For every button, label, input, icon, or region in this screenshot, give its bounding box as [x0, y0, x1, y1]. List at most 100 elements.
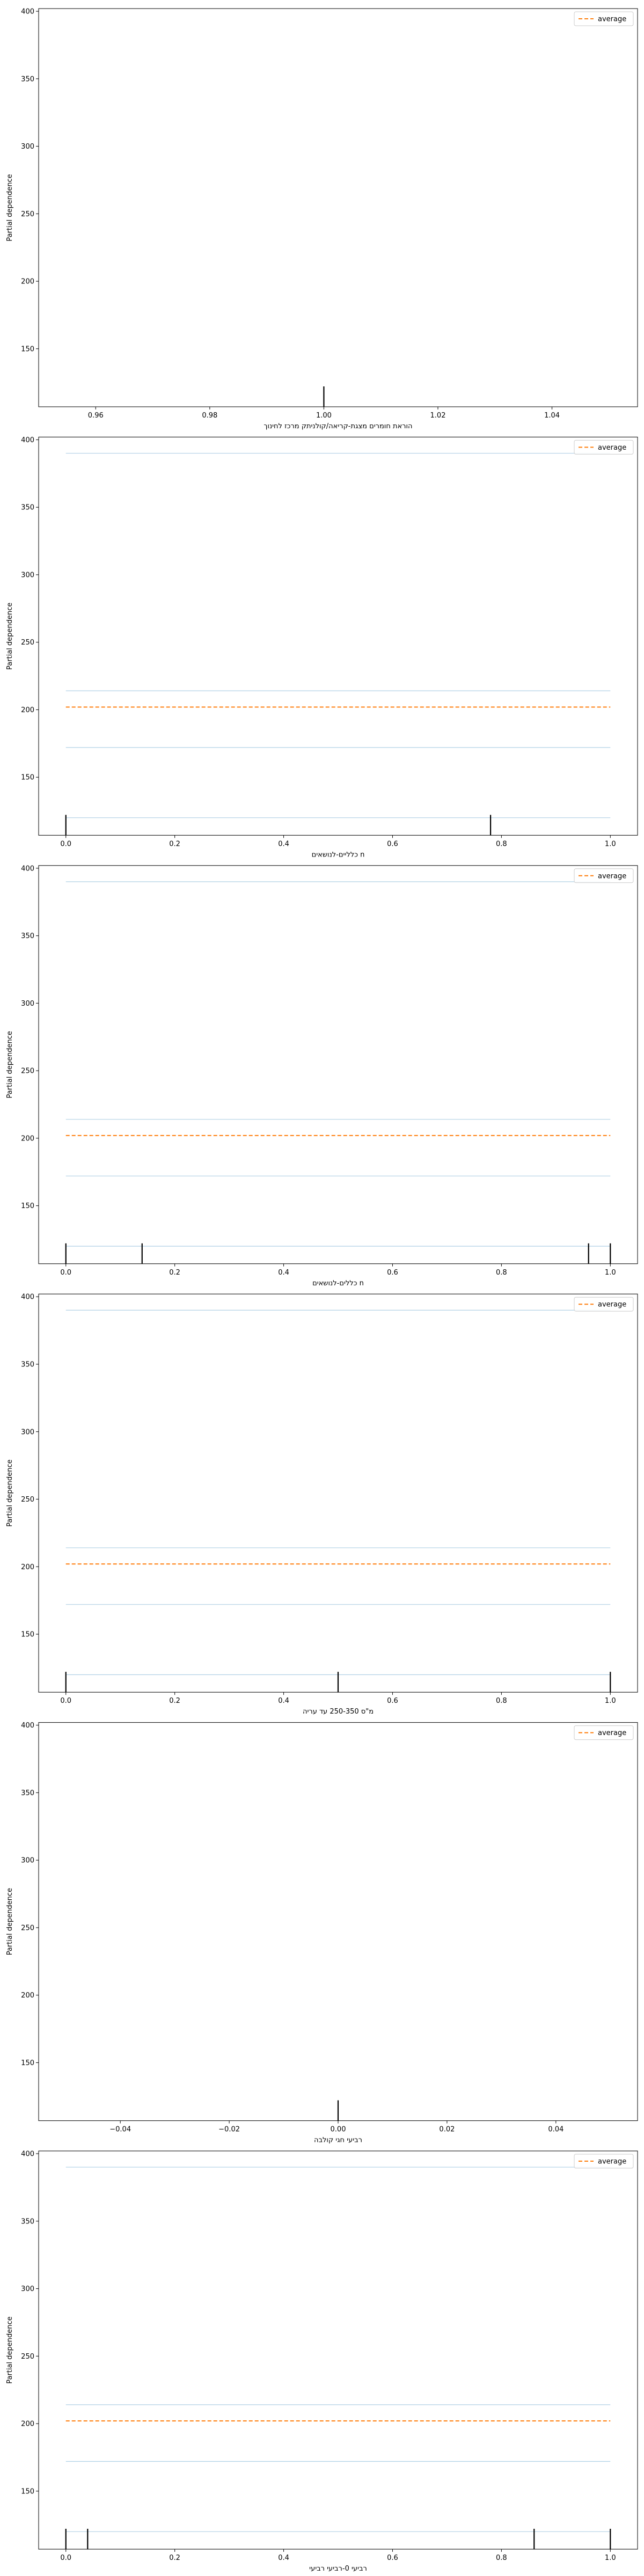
y-tick-label: 200	[21, 278, 34, 286]
y-tick-label: 400	[21, 2150, 34, 2158]
legend: average	[574, 440, 634, 455]
x-tick-label: 0.4	[278, 840, 289, 848]
legend-box	[574, 11, 634, 26]
legend-box	[574, 1297, 634, 1312]
y-tick-label: 200	[21, 1135, 34, 1143]
y-tick-label: 300	[21, 2285, 34, 2293]
x-tick-label: 0.2	[169, 1269, 180, 1277]
x-tick-label: −0.04	[109, 2126, 131, 2134]
legend-average-label: average	[598, 16, 626, 24]
ice-lines	[65, 1309, 611, 1675]
legend-average-label: average	[598, 1729, 626, 1737]
x-tick-label: 0.2	[169, 1697, 180, 1705]
x-tick-label: 1.0	[605, 840, 616, 848]
legend-box	[574, 440, 634, 455]
x-tick-label: 0.8	[496, 840, 507, 848]
y-tick-label: 400	[21, 436, 34, 444]
legend-average-label: average	[598, 444, 626, 452]
ice-lines	[65, 2167, 611, 2532]
x-tick-label: 1.02	[430, 412, 446, 420]
axes-frame	[38, 1293, 638, 1693]
y-tick-label: 250	[21, 1924, 34, 1932]
subplot-6: 0.0 0.2 0.4 0.6 0.8 1.0 150 200 250 300 350 400 רביע…	[6, 2150, 638, 2573]
y-tick-label: 150	[21, 1202, 34, 1210]
x-tick-label: −0.02	[218, 2126, 240, 2134]
y-tick-label: 250	[21, 1067, 34, 1075]
x-axis-label: כללים-לנושאים n	[312, 1279, 364, 1287]
legend-average-label: average	[598, 1301, 626, 1309]
legend-box	[574, 868, 634, 883]
x-tick-label: 0.8	[496, 2554, 507, 2562]
rug-marks	[65, 2529, 611, 2549]
y-tick-label: 300	[21, 1428, 34, 1436]
y-tick-label: 350	[21, 2218, 34, 2226]
axes-frame	[38, 865, 638, 1264]
x-tick-label: 0.8	[496, 1697, 507, 1705]
y-tick-label: 350	[21, 932, 34, 940]
x-tick-label: 0.6	[387, 2554, 398, 2562]
rug-marks	[65, 1672, 611, 1693]
x-tick-label: 0.0	[60, 2554, 71, 2562]
y-tick-label: 350	[21, 504, 34, 512]
legend: average	[574, 11, 634, 26]
y-tick-label: 200	[21, 706, 34, 714]
legend-average-label: average	[598, 2158, 626, 2166]
subplot-4: 0.0 0.2 0.4 0.6 0.8 1.0 150 200 250 300 350 400 מ"ס …	[6, 1293, 638, 1716]
rug-marks	[65, 815, 492, 836]
y-tick-label: 300	[21, 1000, 34, 1008]
y-tick-label: 400	[21, 1293, 34, 1301]
x-tick-label: 1.0	[605, 1269, 616, 1277]
x-tick-label: 1.04	[544, 412, 560, 420]
legend: average	[574, 868, 634, 883]
y-tick-label: 400	[21, 1722, 34, 1730]
y-tick-label: 300	[21, 143, 34, 151]
y-tick-label: 200	[21, 2420, 34, 2428]
subplot-2: 0.0 0.2 0.4 0.6 0.8 1.0 150 200 250 300 350 400 כללי…	[6, 436, 638, 859]
subplot-1: 0.96 0.98 1.00 1.02 1.04 150 200 250 300 350 400 הו…	[6, 8, 638, 430]
x-tick-label: 0.00	[331, 2126, 346, 2134]
y-tick-label: 250	[21, 639, 34, 647]
x-tick-label: 0.98	[202, 412, 217, 420]
legend-box	[574, 2154, 634, 2169]
subplot-5: −0.04 −0.02 0.00 0.02 0.04 150 200 250 300 350 400…	[6, 1722, 638, 2145]
legend-average-label: average	[598, 872, 626, 880]
y-tick-label: 200	[21, 1992, 34, 2000]
x-tick-label: 0.4	[278, 1697, 289, 1705]
x-tick-label: 0.4	[278, 2554, 289, 2562]
y-tick-label: 150	[21, 2059, 34, 2067]
legend: average	[574, 1725, 634, 1740]
axes-frame	[38, 436, 638, 836]
y-axis-label: Partial dependence	[6, 1888, 14, 1955]
x-tick-label: 0.96	[88, 412, 104, 420]
axes-frame	[38, 1722, 638, 2121]
x-tick-label: 0.2	[169, 2554, 180, 2562]
y-axis-label: Partial dependence	[6, 2316, 14, 2383]
x-tick-label: 1.0	[605, 1697, 616, 1705]
y-axis-label: Partial dependence	[6, 1460, 14, 1527]
subplot-3: 0.0 0.2 0.4 0.6 0.8 1.0 150 200 250 300 350 400 כללי…	[6, 865, 638, 1287]
y-axis-label: Partial dependence	[6, 174, 14, 241]
x-tick-label: 0.6	[387, 1697, 398, 1705]
y-tick-label: 300	[21, 571, 34, 579]
y-tick-label: 250	[21, 2353, 34, 2361]
legend: average	[574, 1297, 634, 1312]
x-axis-label: הוראת חומרים מצגת-קריאה/קולניתק מרכז לחי…	[264, 422, 412, 430]
y-tick-label: 200	[21, 1563, 34, 1571]
y-tick-label: 350	[21, 1360, 34, 1368]
y-axis-label: Partial dependence	[6, 603, 14, 670]
x-axis-label: רביעי 0-רביעי רביעי	[309, 2565, 367, 2573]
y-tick-label: 400	[21, 8, 34, 16]
y-tick-label: 350	[21, 1789, 34, 1797]
y-tick-label: 150	[21, 2487, 34, 2496]
x-axis-label: רביעי חגי קולבה	[314, 2136, 362, 2145]
y-tick-label: 150	[21, 345, 34, 353]
x-axis-label: מ"ס 250-350 עד עריה	[303, 1708, 374, 1716]
axes-frame	[38, 8, 638, 407]
x-tick-label: 0.0	[60, 1697, 71, 1705]
x-tick-label: 0.6	[387, 840, 398, 848]
x-tick-label: 1.0	[605, 2554, 616, 2562]
y-tick-label: 250	[21, 1496, 34, 1504]
x-tick-label: 0.0	[60, 840, 71, 848]
x-tick-label: 1.00	[316, 412, 332, 420]
